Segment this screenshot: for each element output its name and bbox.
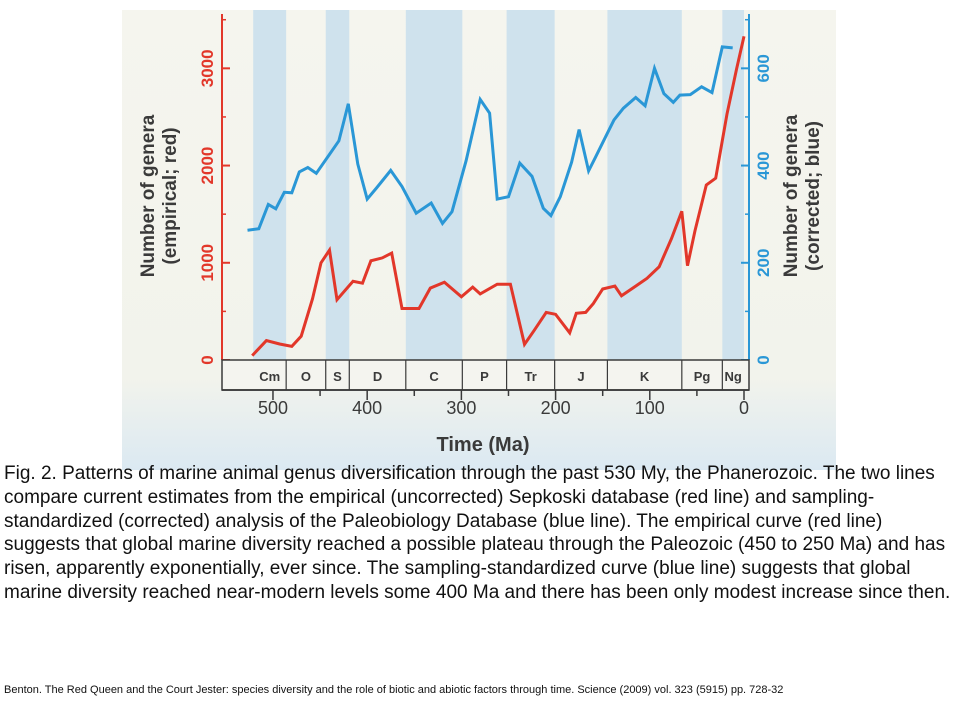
left-tick-label: 3000 <box>198 49 217 87</box>
right-axis-title-line: Number of genera <box>781 114 802 277</box>
period-label-j: J <box>577 369 584 384</box>
time-tick-label: 300 <box>446 398 476 418</box>
period-label-ng: Ng <box>724 369 741 384</box>
period-label-c: C <box>429 369 439 384</box>
period-label-pg: Pg <box>694 369 711 384</box>
figure-panel: 0 1000 2000 3000 0 200 400 600 Cm O S D C P Tr J K Pg Ng… <box>122 10 836 470</box>
figure-caption: Fig. 2. Patterns of marine animal genus … <box>4 463 951 603</box>
left-axis-title-line: Number of genera <box>138 114 159 277</box>
period-label-cm: Cm <box>259 369 280 384</box>
right-tick-label: 600 <box>754 54 773 82</box>
time-tick-label: 0 <box>739 398 749 418</box>
right-tick-label: 200 <box>754 249 773 277</box>
left-tick-label: 0 <box>198 355 217 364</box>
time-tick-label: 100 <box>635 398 665 418</box>
period-label-p: P <box>480 369 489 384</box>
period-label-tr: Tr <box>524 369 536 384</box>
period-label-d: D <box>373 369 382 384</box>
right-axis-title-line: (corrected; blue) <box>803 121 824 271</box>
period-label-o: O <box>301 369 311 384</box>
time-tick-label: 400 <box>352 398 382 418</box>
time-tick-label: 500 <box>258 398 288 418</box>
period-shade-s <box>325 10 350 360</box>
time-tick-label: 200 <box>541 398 571 418</box>
period-label-s: S <box>333 369 342 384</box>
left-tick-label: 1000 <box>198 244 217 282</box>
x-axis-title: Time (Ma) <box>437 434 530 456</box>
left-axis-title-line: (empirical; red) <box>160 127 181 264</box>
period-shade-k <box>607 10 682 360</box>
period-shade-ng <box>722 10 744 360</box>
period-shade-cm <box>253 10 287 360</box>
left-tick-label: 2000 <box>198 147 217 185</box>
right-axis-title: Number of genera(corrected; blue) <box>781 114 824 277</box>
left-axis-title: Number of genera(empirical; red) <box>138 114 181 277</box>
series-line-corrected <box>247 45 733 232</box>
right-tick-label: 0 <box>754 355 773 364</box>
period-label-k: K <box>640 369 650 384</box>
series-line-empirical <box>251 35 746 357</box>
citation: Benton. The Red Queen and the Court Jest… <box>4 684 784 696</box>
right-tick-label: 400 <box>754 151 773 179</box>
period-shade-c <box>405 10 463 360</box>
